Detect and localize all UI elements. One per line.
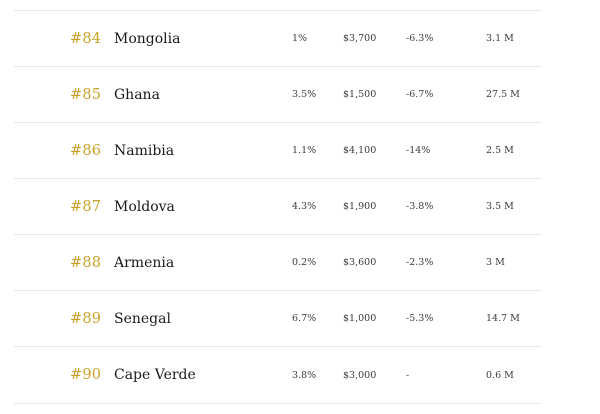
table-row[interactable]: #90 Cape Verde 3.8% $3,000 - 0.6 M: [14, 347, 541, 404]
rank-label: #85: [70, 86, 102, 103]
population-value: 0.6 M: [486, 369, 514, 381]
rank-label: #88: [70, 254, 102, 271]
country-name-link[interactable]: Armenia: [114, 254, 175, 271]
population-value: 2.5 M: [486, 145, 514, 156]
country-name-link[interactable]: Namibia: [114, 142, 175, 159]
change-value: -6.7%: [406, 89, 434, 100]
change-value: -2.3%: [406, 257, 434, 268]
growth-value: 1%: [292, 33, 308, 44]
change-value: -: [406, 369, 410, 381]
country-name-link[interactable]: Senegal: [114, 310, 171, 327]
rank-label: #84: [70, 30, 102, 47]
change-value: -3.8%: [406, 201, 434, 212]
table-row[interactable]: #89 Senegal 6.7% $1,000 -5.3% 14.7 M: [14, 291, 541, 347]
table-row[interactable]: #86 Namibia 1.1% $4,100 -14% 2.5 M: [14, 123, 541, 179]
rank-label: #90: [70, 367, 102, 383]
gdp-per-capita-value: $3,000: [343, 369, 377, 381]
growth-value: 6.7%: [292, 313, 317, 324]
gdp-per-capita-value: $4,100: [343, 145, 377, 156]
country-name-link[interactable]: Mongolia: [114, 30, 181, 47]
growth-value: 3.5%: [292, 89, 317, 100]
population-value: 27.5 M: [486, 89, 520, 100]
growth-value: 3.8%: [292, 369, 317, 381]
population-value: 3.5 M: [486, 201, 514, 212]
growth-value: 0.2%: [292, 257, 317, 268]
change-value: -6.3%: [406, 33, 434, 44]
country-name-link[interactable]: Cape Verde: [114, 367, 196, 383]
change-value: -5.3%: [406, 313, 434, 324]
gdp-per-capita-value: $3,600: [343, 257, 377, 268]
table-row[interactable]: #88 Armenia 0.2% $3,600 -2.3% 3 M: [14, 235, 541, 291]
rank-label: #86: [70, 142, 102, 159]
rank-label: #89: [70, 310, 102, 327]
gdp-per-capita-value: $3,700: [343, 33, 377, 44]
table-row[interactable]: #84 Mongolia 1% $3,700 -6.3% 3.1 M: [14, 11, 541, 67]
growth-value: 4.3%: [292, 201, 317, 212]
population-value: 3.1 M: [486, 33, 514, 44]
country-name-link[interactable]: Moldova: [114, 198, 175, 215]
country-name-link[interactable]: Ghana: [114, 86, 160, 103]
gdp-per-capita-value: $1,000: [343, 313, 377, 324]
change-value: -14%: [406, 145, 431, 156]
table-row[interactable]: #87 Moldova 4.3% $1,900 -3.8% 3.5 M: [14, 179, 541, 235]
country-ranking-table: #84 Mongolia 1% $3,700 -6.3% 3.1 M #85 G…: [14, 10, 541, 404]
gdp-per-capita-value: $1,500: [343, 89, 377, 100]
gdp-per-capita-value: $1,900: [343, 201, 377, 212]
table-row[interactable]: #85 Ghana 3.5% $1,500 -6.7% 27.5 M: [14, 67, 541, 123]
rank-label: #87: [70, 198, 102, 215]
population-value: 14.7 M: [486, 313, 520, 324]
growth-value: 1.1%: [292, 145, 317, 156]
population-value: 3 M: [486, 257, 505, 268]
